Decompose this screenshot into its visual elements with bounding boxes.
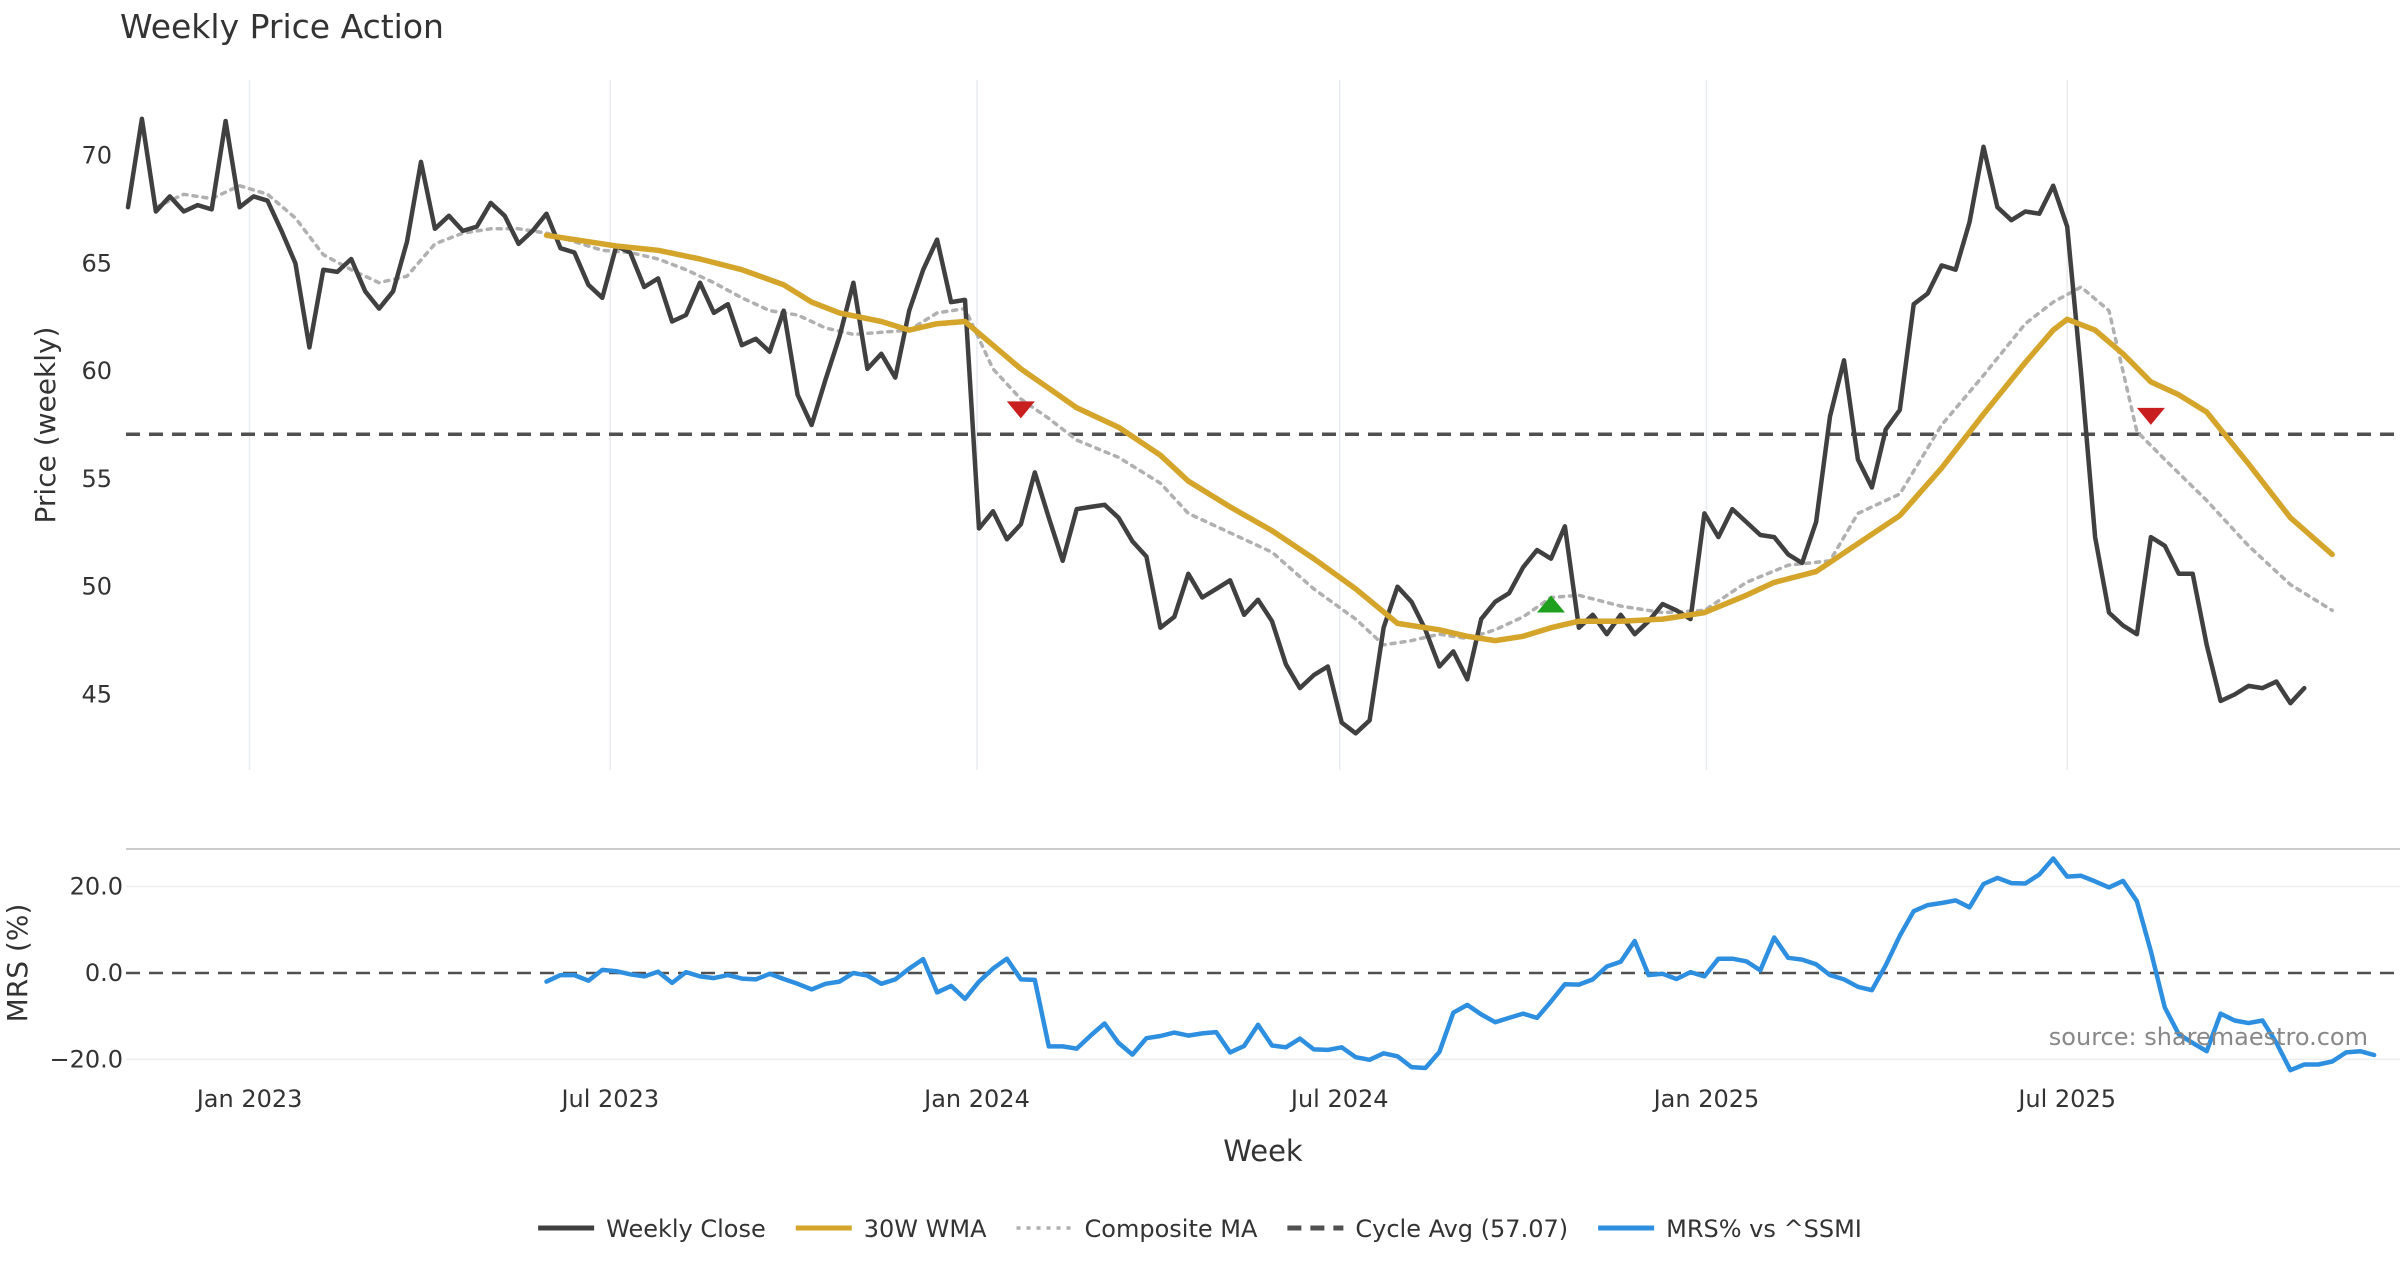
x-tick-label-1: Jul 2023 [559, 1085, 659, 1113]
mrs-y-ticks: 20.0 0.0 −20.0 [49, 873, 123, 1074]
x-tick-label-5: Jul 2025 [2016, 1085, 2116, 1113]
legend-label-2: Composite MA [1085, 1215, 1258, 1243]
x-gridlines [248, 80, 2068, 770]
signal-marker-buy-1 [1536, 595, 1565, 613]
signal-marker-sell-0 [1006, 401, 1035, 419]
series-line-mrs [544, 856, 2377, 1073]
mrs-y-tick-label-0: 20.0 [70, 873, 123, 901]
price-y-tick-label-5: 70 [81, 141, 112, 169]
x-tick-label-3: Jul 2024 [1289, 1085, 1389, 1113]
price-y-tick-label-1: 50 [81, 573, 112, 601]
price-y-tick-label-4: 65 [81, 249, 112, 277]
price-y-ticks: 45 50 55 60 65 70 [81, 141, 112, 708]
x-ticks: Jan 2023 Jul 2023 Jan 2024 Jul 2024 Jan 2025… [195, 1085, 2116, 1113]
legend-label-4: MRS% vs ^SSMI [1666, 1215, 1862, 1243]
series-line-weekly-close [125, 116, 2307, 736]
mrs-series-group [544, 856, 2377, 1073]
mrs-y-tick-label-1: 0.0 [85, 959, 123, 987]
legend: Weekly Close 30W WMA Composite MA Cycle Avg… [538, 1215, 1862, 1243]
price-y-tick-label-0: 45 [81, 681, 112, 709]
mrs-y-tick-label-2: −20.0 [49, 1045, 123, 1073]
x-axis-label: Week [1223, 1134, 1303, 1168]
price-series-group [125, 116, 2335, 736]
series-line-composite-ma [154, 183, 2334, 647]
legend-label-1: 30W WMA [864, 1215, 987, 1243]
source-note: source: sharemaestro.com [2049, 1023, 2368, 1051]
x-tick-label-4: Jan 2025 [1652, 1085, 1760, 1113]
signal-marker-sell-2 [2136, 407, 2165, 425]
legend-label-3: Cycle Avg (57.07) [1355, 1215, 1568, 1243]
mrs-gridlines [126, 885, 2400, 1061]
legend-label-0: Weekly Close [606, 1215, 766, 1243]
x-tick-label-2: Jan 2024 [922, 1085, 1030, 1113]
mrs-y-axis-label: MRS (%) [1, 904, 34, 1023]
x-tick-label-0: Jan 2023 [195, 1085, 303, 1113]
price-y-tick-label-3: 60 [81, 357, 112, 385]
series-line-30w-wma [543, 232, 2335, 644]
signal-markers [1006, 401, 2165, 613]
price-y-axis-label: Price (weekly) [29, 327, 62, 524]
chart-title: Weekly Price Action [120, 7, 444, 46]
price-y-tick-label-2: 55 [81, 465, 112, 493]
